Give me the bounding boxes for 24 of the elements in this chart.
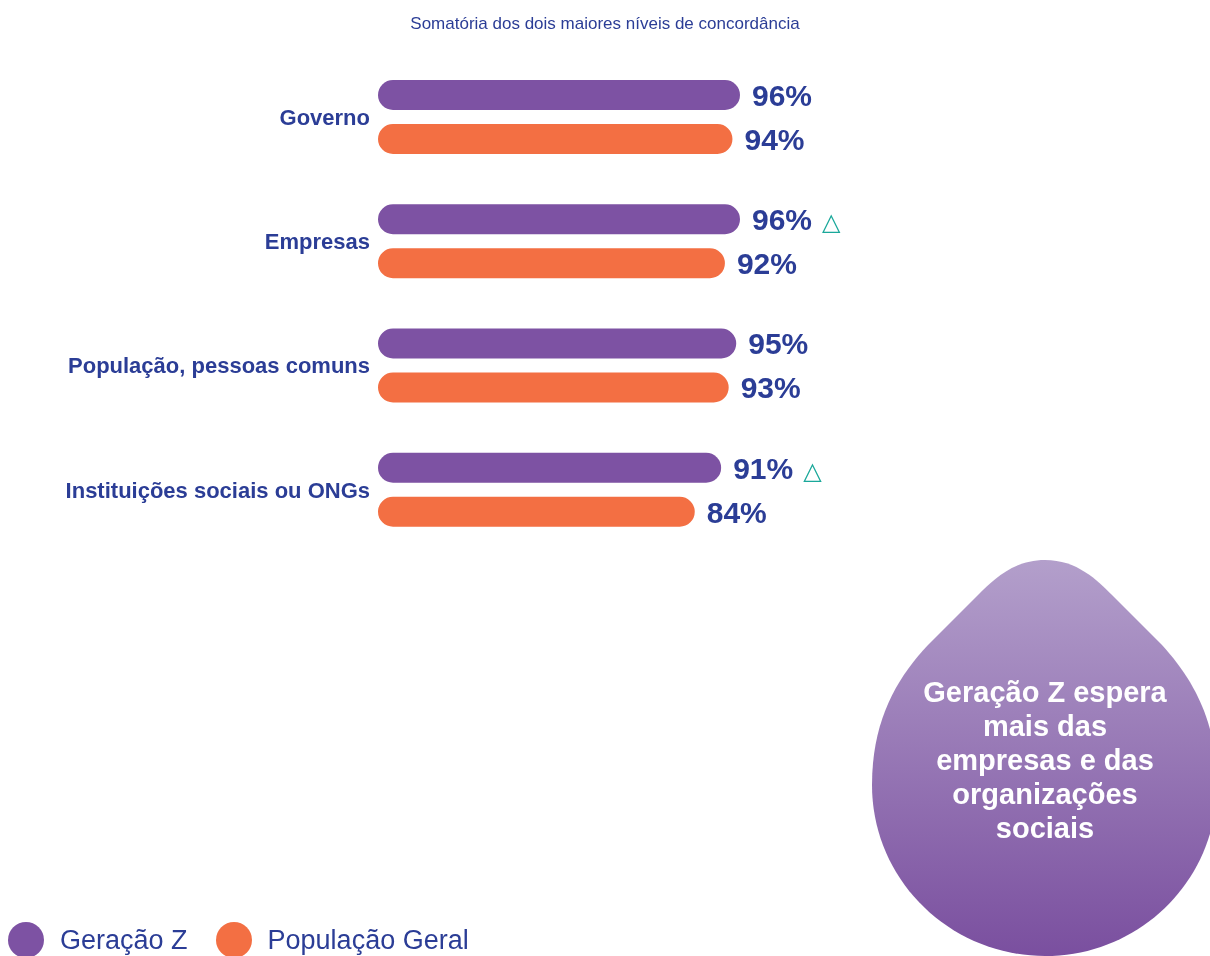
bar bbox=[378, 496, 695, 527]
bar bbox=[378, 124, 733, 154]
chart-title: Somatória dos dois maiores níveis de concordância bbox=[409, 14, 801, 34]
text: Geração Z espera mais das empresas e das organizações sociais bbox=[922, 675, 1168, 845]
y-tick-label: Instituições sociais ou ONGs bbox=[65, 477, 370, 503]
bar bbox=[378, 372, 729, 403]
data-label: 93% bbox=[740, 371, 801, 405]
legend-label: População Geral bbox=[267, 924, 469, 956]
y-tick-label: População, pessoas comuns bbox=[68, 353, 370, 379]
data-label: 96% bbox=[752, 78, 813, 112]
bar bbox=[378, 452, 722, 483]
y-tick-label: Governo bbox=[279, 104, 370, 130]
legend-label: Geração Z bbox=[60, 924, 188, 956]
data-label: 96% △ bbox=[752, 203, 842, 237]
data-label: 92% bbox=[736, 247, 797, 281]
data-label: 84% bbox=[706, 495, 767, 529]
y-tick-label: Empresas bbox=[264, 229, 370, 255]
bar bbox=[378, 80, 740, 110]
bar bbox=[378, 248, 725, 279]
data-label: 95% bbox=[748, 327, 809, 361]
bar bbox=[378, 204, 740, 235]
data-label: 94% bbox=[744, 122, 805, 156]
bar bbox=[378, 328, 737, 359]
data-label: 91% △ bbox=[733, 451, 823, 485]
